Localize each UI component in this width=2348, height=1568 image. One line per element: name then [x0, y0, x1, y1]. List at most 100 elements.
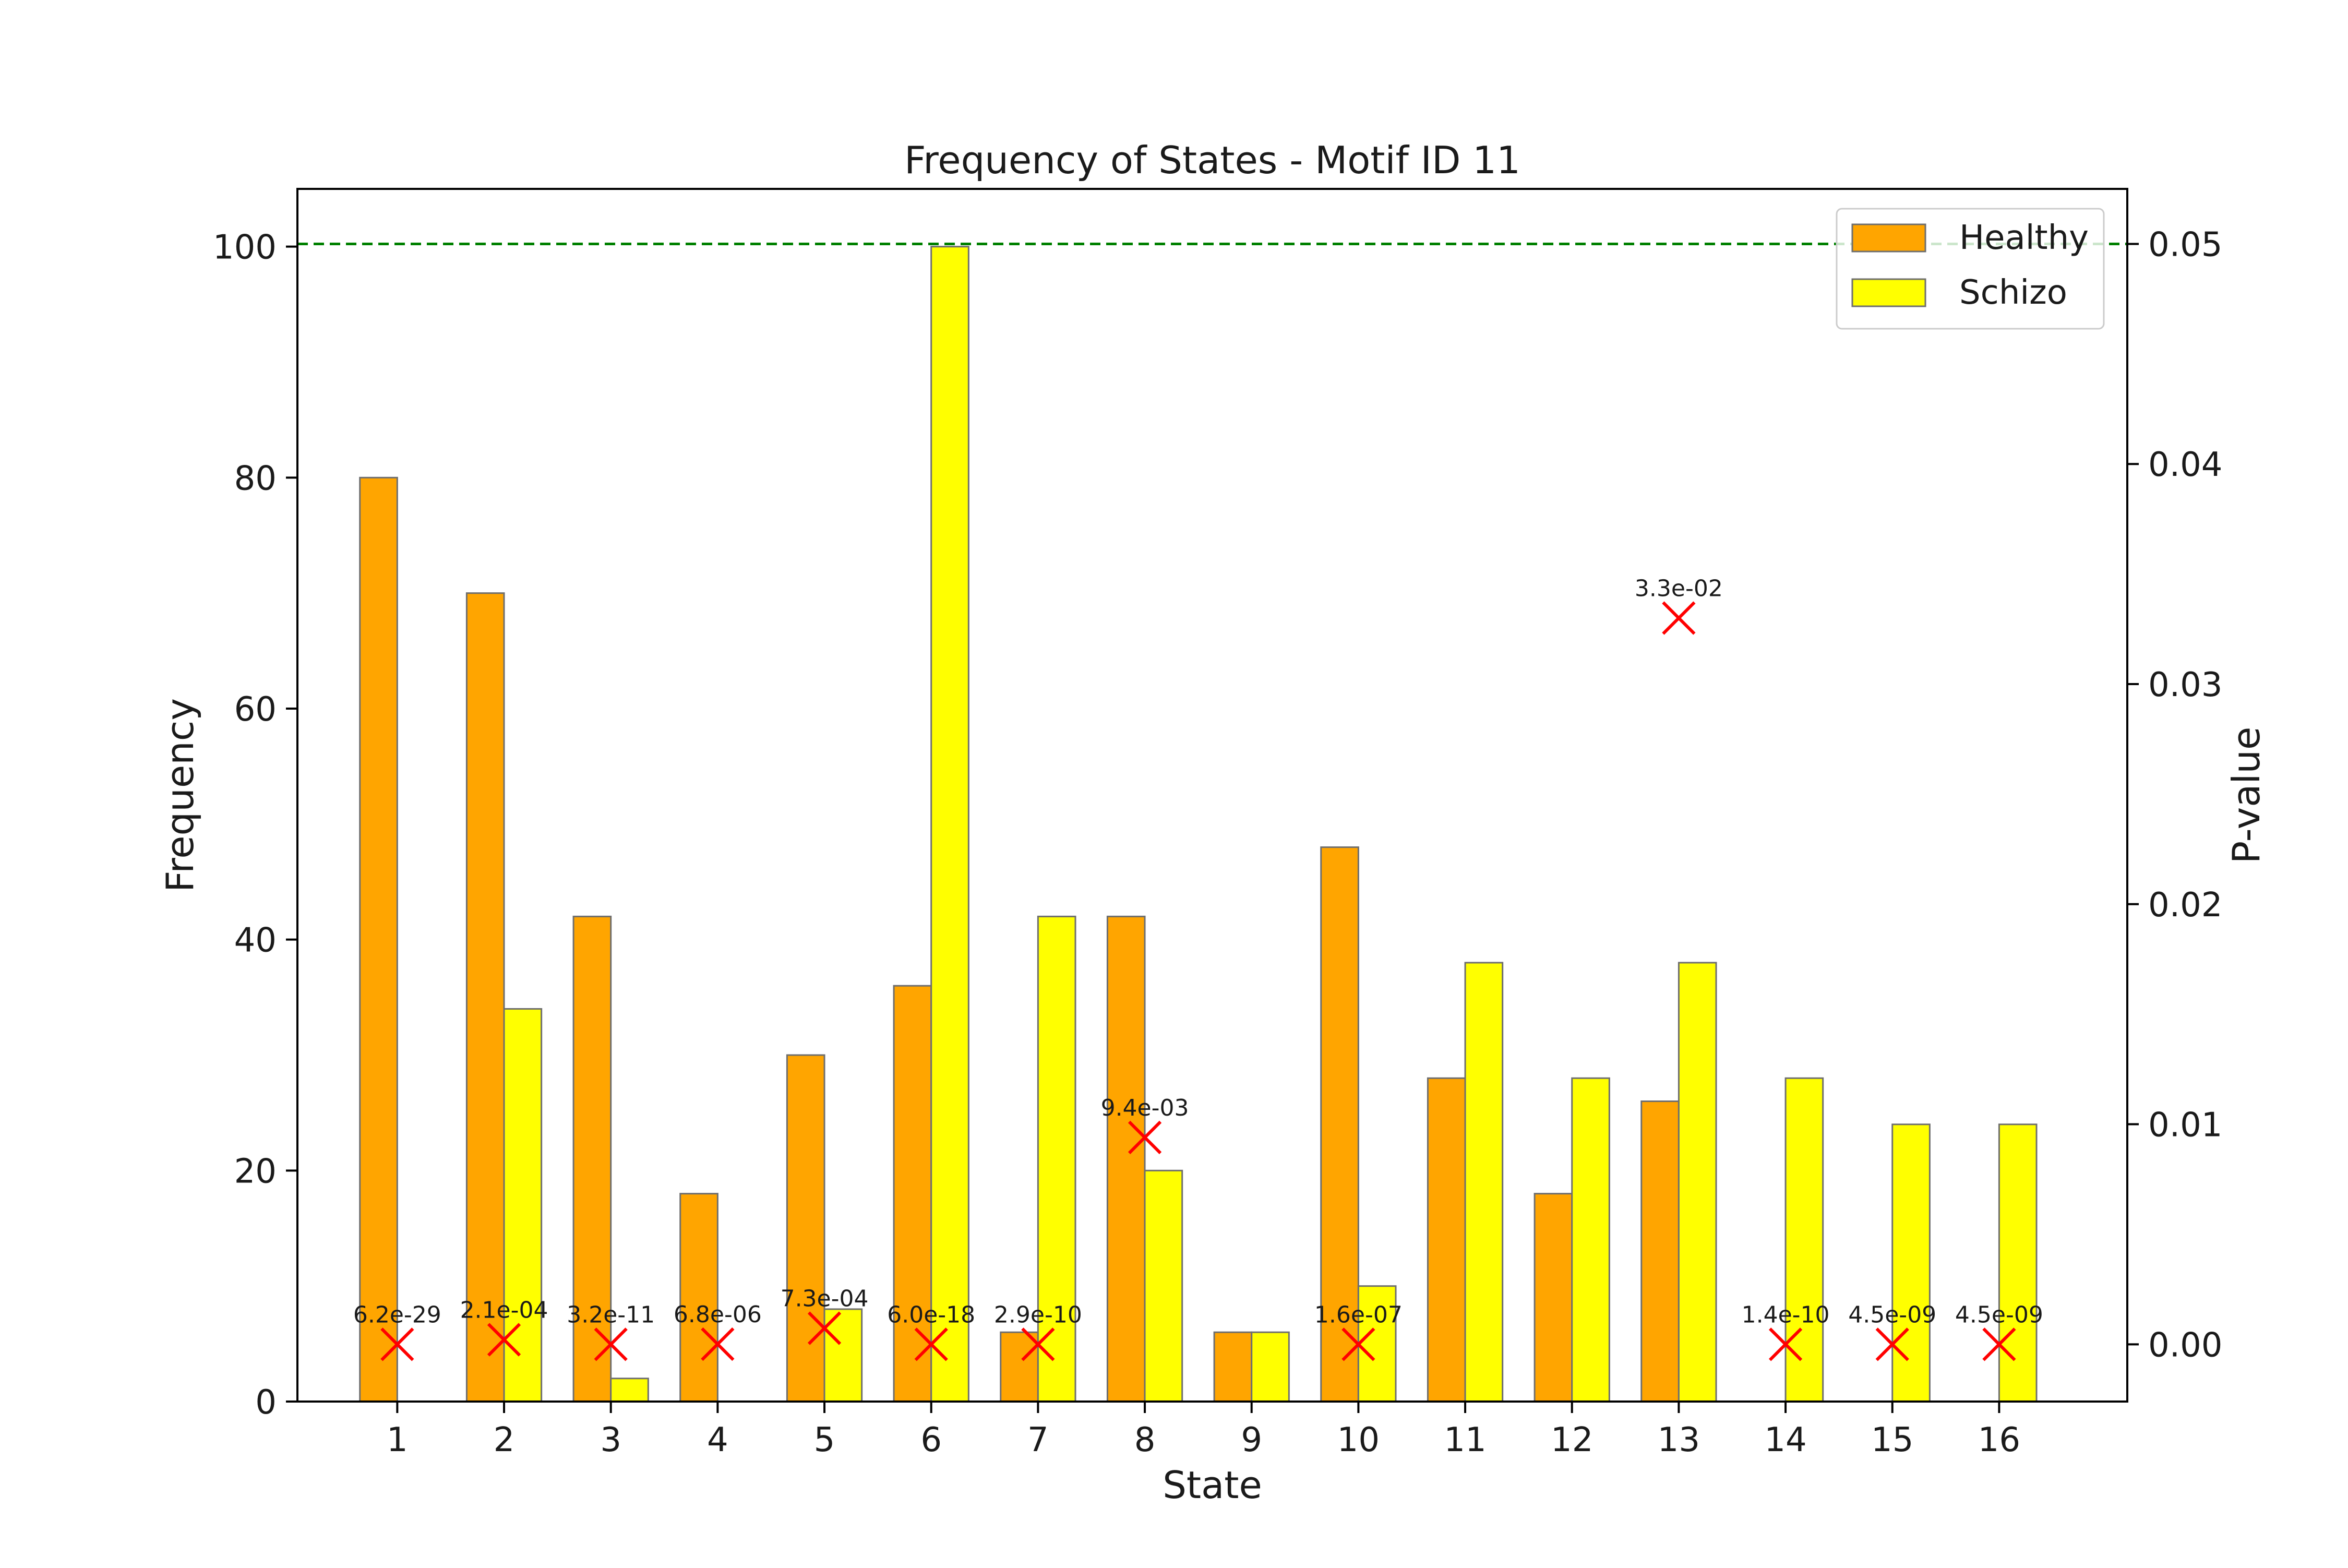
bar-healthy-state-6 — [893, 985, 932, 1403]
pvalue-label-state-14: 1.4e-10 — [1742, 1301, 1830, 1328]
y2-tick-label: 0.04 — [2148, 446, 2223, 484]
y-tick-label: 40 — [234, 921, 277, 960]
pvalue-label-state-2: 2.1e-04 — [460, 1297, 548, 1323]
pvalue-marker-state-7 — [1021, 1327, 1055, 1361]
y-tick-label: 100 — [213, 229, 277, 267]
y-axis-label: Frequency — [158, 698, 202, 892]
legend: Healthy Schizo — [1836, 208, 2105, 330]
bar-healthy-state-9 — [1213, 1331, 1253, 1403]
marker-stroke — [1768, 1327, 1803, 1361]
bar-schizo-state-16 — [1998, 1123, 2038, 1403]
pvalue-label-state-3: 3.2e-11 — [567, 1301, 655, 1328]
x-tick-label: 4 — [707, 1421, 728, 1459]
marker-stroke — [807, 1311, 842, 1345]
legend-label-schizo: Schizo — [1959, 273, 2067, 312]
bar-schizo-state-9 — [1251, 1331, 1290, 1403]
y2-tick-label: 0.03 — [2148, 666, 2223, 704]
x-tick-label: 3 — [600, 1421, 621, 1459]
marker-stroke — [380, 1327, 414, 1361]
pvalue-marker-state-8 — [1128, 1120, 1162, 1154]
legend-swatch-schizo — [1851, 278, 1926, 307]
bar-schizo-state-7 — [1037, 915, 1076, 1403]
bar-healthy-state-10 — [1320, 846, 1359, 1403]
x-tick-label: 2 — [494, 1421, 515, 1459]
pvalue-label-state-1: 6.2e-29 — [353, 1301, 441, 1328]
marker-stroke — [487, 1323, 521, 1357]
marker-stroke — [1982, 1327, 2016, 1361]
y-tick-label: 0 — [255, 1383, 277, 1422]
pvalue-marker-state-10 — [1341, 1327, 1375, 1361]
legend-swatch-healthy — [1851, 223, 1926, 253]
bar-healthy-state-2 — [465, 592, 505, 1403]
marker-stroke — [914, 1327, 948, 1361]
marker-stroke — [701, 1327, 735, 1361]
plot-bars — [359, 246, 2038, 1403]
x-tick-label: 10 — [1337, 1421, 1380, 1459]
pvalue-marker-state-4 — [701, 1327, 735, 1361]
pvalue-label-state-6: 6.0e-18 — [887, 1301, 975, 1328]
x-tick-label: 1 — [387, 1421, 408, 1459]
plot-frame-border — [296, 188, 2128, 1403]
pvalue-label-state-16: 4.5e-09 — [1955, 1301, 2043, 1328]
bar-healthy-state-13 — [1640, 1100, 1680, 1403]
pvalue-marker-state-2 — [487, 1323, 521, 1357]
bar-schizo-state-12 — [1571, 1077, 1610, 1403]
y2-tick-label: 0.00 — [2148, 1326, 2223, 1364]
bar-healthy-state-1 — [359, 476, 398, 1403]
bar-healthy-state-4 — [679, 1193, 718, 1403]
marker-stroke — [1128, 1120, 1162, 1154]
bar-schizo-state-11 — [1464, 962, 1504, 1403]
bar-healthy-state-8 — [1106, 915, 1146, 1403]
marker-stroke — [1875, 1327, 1909, 1361]
pvalue-marker-state-13 — [1662, 601, 1696, 635]
bar-schizo-state-3 — [610, 1378, 649, 1403]
pvalue-marker-state-15 — [1875, 1327, 1909, 1361]
chart-title: Frequency of States - Motif ID 11 — [904, 138, 1520, 182]
x-tick-label: 8 — [1134, 1421, 1156, 1459]
x-tick-label: 7 — [1027, 1421, 1049, 1459]
y-tick-label: 60 — [234, 690, 277, 729]
plot-markers: 6.2e-29 2.1e-04 3.2e-11 6.8e-06 7.3e-04 6.0e-… — [353, 575, 2043, 1361]
y-tick-label: 20 — [234, 1152, 277, 1191]
marker-stroke — [1021, 1327, 1055, 1361]
bar-schizo-state-2 — [503, 1008, 543, 1403]
pvalue-label-state-7: 2.9e-10 — [994, 1301, 1082, 1328]
pvalue-label-state-5: 7.3e-04 — [781, 1286, 869, 1312]
bar-schizo-state-13 — [1678, 962, 1717, 1403]
y2-tick-label: 0.02 — [2148, 886, 2223, 925]
pvalue-marker-state-6 — [914, 1327, 948, 1361]
bar-schizo-state-6 — [930, 246, 969, 1403]
pvalue-marker-state-1 — [380, 1327, 414, 1361]
x-tick-label: 11 — [1444, 1421, 1486, 1459]
pvalue-marker-state-5 — [807, 1311, 842, 1345]
bar-healthy-state-7 — [1000, 1331, 1039, 1403]
y2-tick-label: 0.01 — [2148, 1106, 2223, 1145]
legend-label-healthy: Healthy — [1959, 219, 2089, 257]
bar-schizo-state-10 — [1357, 1285, 1397, 1403]
x-tick-label: 12 — [1551, 1421, 1593, 1459]
pvalue-label-state-13: 3.3e-02 — [1635, 575, 1723, 602]
y2-axis-label: P-value — [2224, 727, 2268, 864]
x-tick-label: 16 — [1978, 1421, 2020, 1459]
x-axis-label: State — [1163, 1463, 1262, 1507]
pvalue-marker-state-3 — [594, 1327, 628, 1361]
pvalue-marker-state-14 — [1768, 1327, 1803, 1361]
pvalue-marker-state-16 — [1982, 1327, 2016, 1361]
x-tick-label: 9 — [1241, 1421, 1262, 1459]
pvalue-label-state-4: 6.8e-06 — [674, 1301, 762, 1328]
y2-tick-label: 0.05 — [2148, 225, 2223, 264]
plot-frame — [296, 188, 2128, 1403]
x-tick-label: 15 — [1871, 1421, 1913, 1459]
bar-healthy-state-12 — [1534, 1193, 1573, 1403]
pvalue-label-state-10: 1.6e-07 — [1314, 1301, 1403, 1328]
bar-healthy-state-3 — [572, 915, 612, 1403]
pvalue-label-state-8: 9.4e-03 — [1101, 1095, 1189, 1121]
y-tick-label: 80 — [234, 459, 277, 498]
marker-stroke — [1341, 1327, 1375, 1361]
x-tick-label: 14 — [1764, 1421, 1806, 1459]
marker-stroke — [1662, 601, 1696, 635]
x-tick-label: 5 — [814, 1421, 835, 1459]
